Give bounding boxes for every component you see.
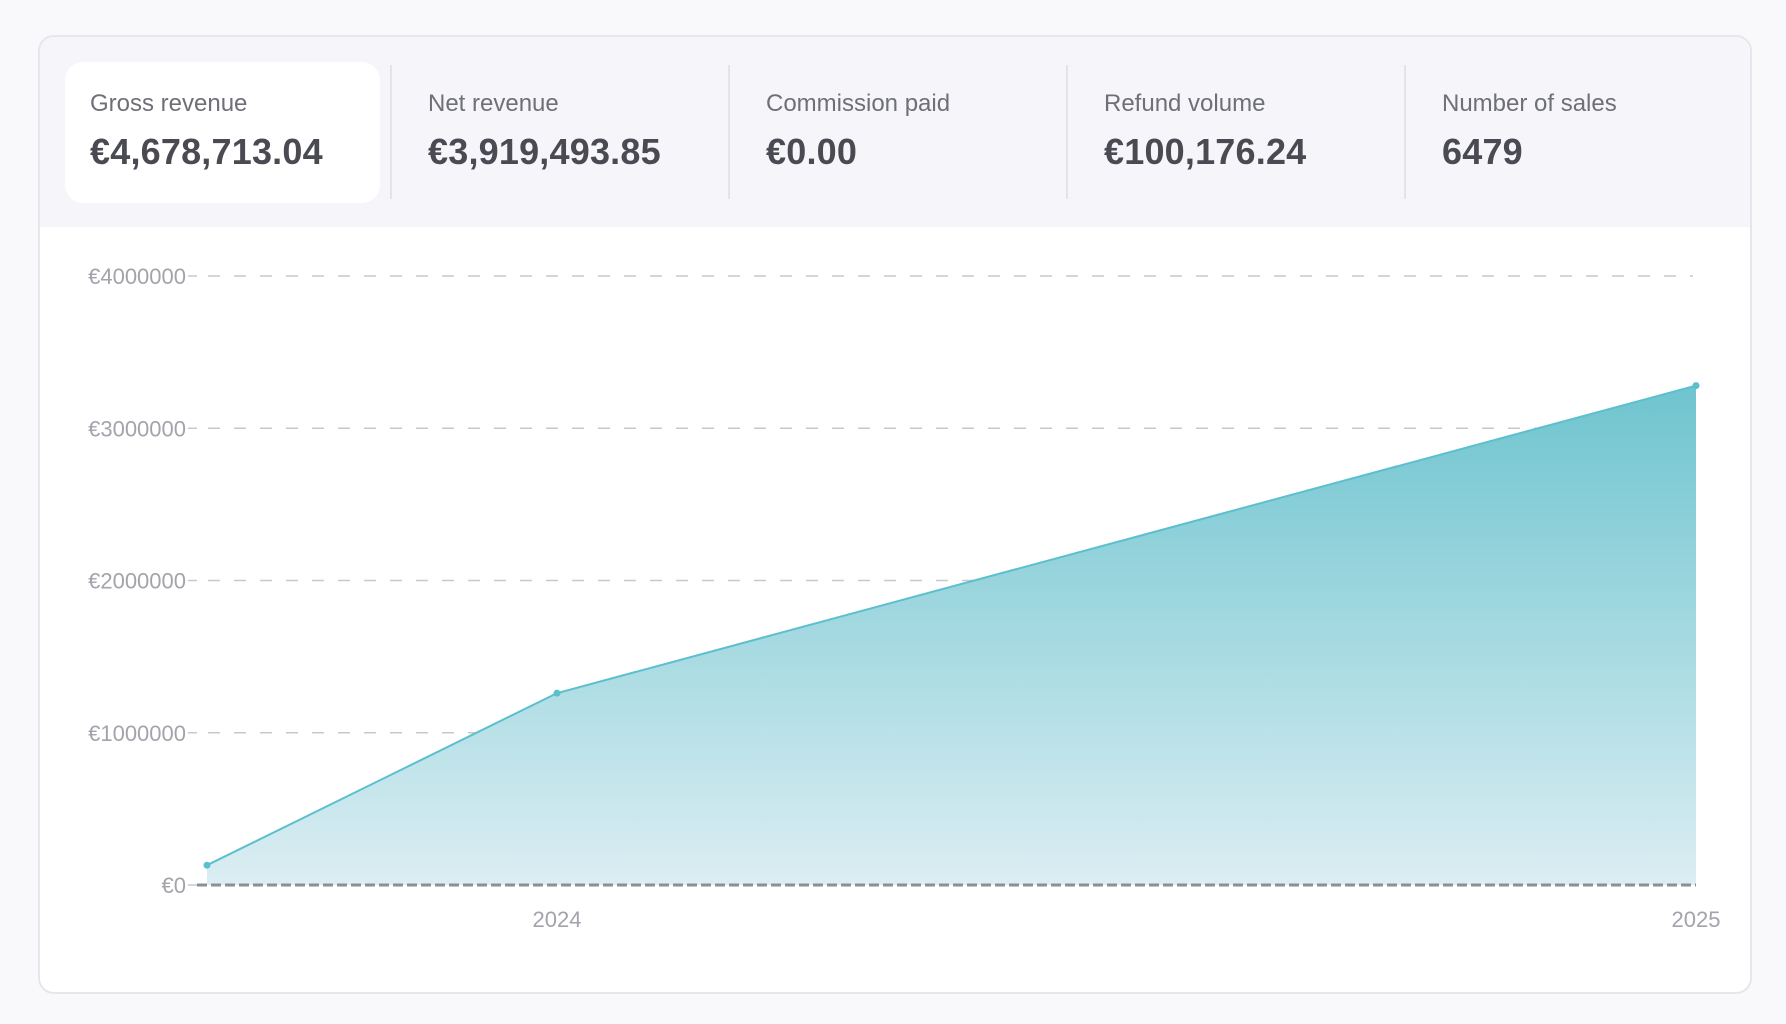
area-layer	[197, 382, 1700, 887]
stat-value: €3,919,493.85	[428, 131, 661, 172]
revenue-card: Gross revenue €4,678,713.04 Net revenue …	[38, 35, 1752, 994]
stat-gross-revenue[interactable]: Gross revenue €4,678,713.04	[65, 62, 380, 203]
divider	[728, 65, 730, 199]
stat-value: €4,678,713.04	[90, 131, 323, 172]
stat-label: Gross revenue	[90, 90, 248, 117]
stat-commission-paid[interactable]: Commission paid €0.00	[741, 62, 1056, 203]
data-point	[553, 689, 561, 697]
divider	[1066, 65, 1068, 199]
y-tick-label: €2000000	[88, 569, 186, 594]
divider	[1404, 65, 1406, 199]
stat-label: Commission paid	[766, 90, 951, 117]
data-point	[203, 861, 211, 869]
divider	[390, 65, 392, 199]
stat-label: Net revenue	[428, 90, 559, 117]
series-area	[207, 385, 1696, 885]
x-tick-label: 2025	[1672, 907, 1721, 932]
stat-number-of-sales[interactable]: Number of sales 6479	[1417, 62, 1732, 203]
y-tick-label: €0	[162, 873, 186, 898]
stat-refund-volume[interactable]: Refund volume €100,176.24	[1079, 62, 1394, 203]
x-tick-label: 2024	[533, 907, 582, 932]
stat-label: Number of sales	[1442, 90, 1617, 117]
tick-labels: €0 €1000000 €2000000 €3000000 €4000000 2024 20…	[88, 264, 1720, 932]
stat-value: €0.00	[766, 131, 858, 172]
stat-net-revenue[interactable]: Net revenue €3,919,493.85	[403, 62, 718, 203]
stat-value: 6479	[1442, 131, 1523, 172]
y-tick-label: €4000000	[88, 264, 186, 289]
y-tick-label: €1000000	[88, 721, 186, 746]
revenue-area-chart: €0 €1000000 €2000000 €3000000 €4000000 2024 20…	[88, 264, 1720, 932]
y-tick-label: €3000000	[88, 416, 186, 441]
stat-label: Refund volume	[1104, 90, 1266, 117]
stat-value: €100,176.24	[1104, 131, 1307, 172]
data-point	[1692, 382, 1700, 390]
stats-bar: Gross revenue €4,678,713.04 Net revenue …	[40, 37, 1750, 227]
